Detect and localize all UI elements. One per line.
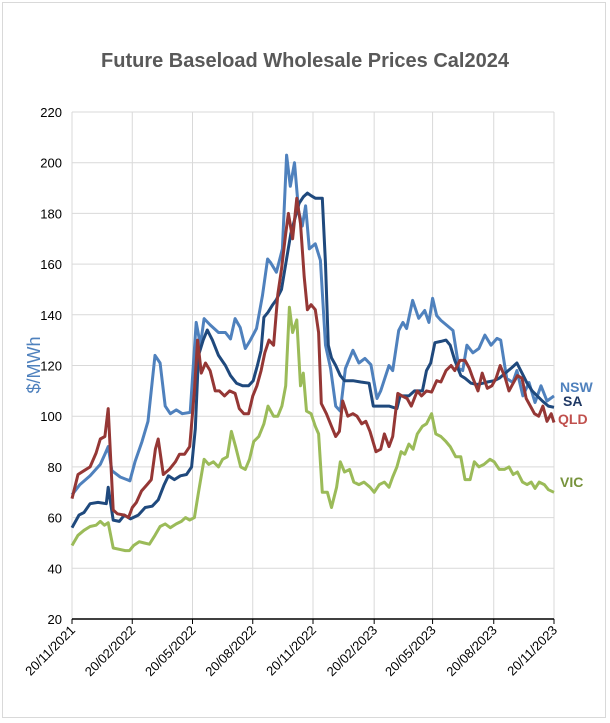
- chart-title: Future Baseload Wholesale Prices Cal2024: [101, 50, 509, 72]
- gridlines: [71, 111, 555, 624]
- series-line-nsw: [70, 153, 555, 496]
- x-tick-label: 20/08/2022: [202, 623, 259, 680]
- x-tick-label: 20/11/2022: [263, 623, 319, 679]
- series-label-nsw: NSW: [560, 379, 593, 395]
- series-label-qld: QLD: [558, 411, 588, 427]
- x-tick-label: 20/08/2023: [443, 623, 500, 680]
- x-tick-label: 20/02/2023: [324, 623, 381, 680]
- series-label-sa: SA: [563, 393, 582, 409]
- series-line-sa: [70, 191, 555, 529]
- y-tick-label: 120: [40, 359, 62, 374]
- x-tick-label: 20/11/2023: [504, 623, 560, 679]
- series-lines: [70, 153, 556, 553]
- y-tick-label: 140: [40, 308, 62, 323]
- series-label-vic: VIC: [560, 474, 583, 490]
- x-tick-label: 20/05/2022: [142, 623, 199, 680]
- y-axis-label: $/MWh: [24, 336, 44, 393]
- x-tick-label: 20/11/2021: [22, 623, 78, 679]
- y-tick-label: 60: [48, 511, 62, 526]
- x-tick-label: 20/02/2022: [82, 623, 139, 680]
- x-tick-label: 20/05/2023: [382, 623, 439, 680]
- x-tick-labels: 20/11/2021 20/02/2022 20/05/2022 20/08/2022…: [22, 623, 560, 680]
- y-tick-label: 160: [40, 257, 62, 272]
- y-tick-label: 40: [48, 561, 62, 576]
- y-tick-labels: 20 40 60 80 100 120 140 160 180 200 220: [40, 105, 62, 627]
- y-tick-label: 220: [40, 105, 62, 120]
- y-tick-label: 80: [48, 460, 62, 475]
- y-tick-label: 180: [40, 206, 62, 221]
- y-tick-label: 200: [40, 156, 62, 171]
- y-tick-label: 20: [48, 612, 62, 627]
- y-tick-label: 100: [40, 409, 62, 424]
- series-line-vic: [70, 305, 555, 553]
- series-line-qld: [70, 196, 556, 520]
